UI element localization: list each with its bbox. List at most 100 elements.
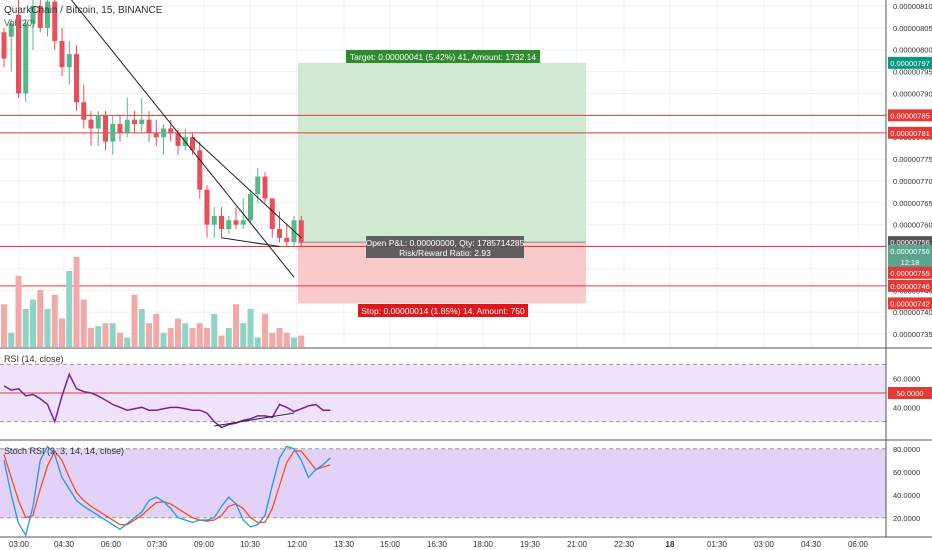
price-badge-text: 12:18 <box>901 258 920 267</box>
time-tick-label: 15:00 <box>380 540 401 549</box>
candle-body <box>88 119 94 129</box>
volume-bar <box>291 337 297 347</box>
volume-bar <box>240 323 247 347</box>
candle-body <box>298 220 304 243</box>
candle-body <box>233 220 239 225</box>
candle-body <box>52 1 58 41</box>
volume-bar <box>51 294 58 347</box>
candle-body <box>103 115 108 142</box>
volume-bar <box>138 309 145 347</box>
volume-bar <box>95 326 102 347</box>
candle-body <box>66 54 72 68</box>
candle-body <box>146 119 152 133</box>
candle-body <box>95 115 101 129</box>
volume-bar <box>211 313 218 347</box>
candle-body <box>255 176 261 195</box>
candle-body <box>226 220 232 230</box>
profit-zone <box>298 62 586 243</box>
price-badge <box>888 297 932 310</box>
rsi-tick-label: 60.0000 <box>893 375 920 384</box>
candle-body <box>74 54 79 103</box>
long-position-tool[interactable] <box>298 62 586 304</box>
price-badge-text: 0.00000742 <box>890 299 930 308</box>
price-badge-text: 0.00000785 <box>890 111 930 120</box>
volume-bar <box>15 275 22 347</box>
price-badge <box>888 56 932 69</box>
time-tick-label: 06:00 <box>101 540 122 549</box>
rsi-trendline <box>214 412 295 427</box>
volume-bar <box>37 290 44 347</box>
rsi-badge-text: 50.0000 <box>896 389 923 398</box>
stoch-rsi-label: Stoch RSI (3, 3, 14, 14, close) <box>4 446 124 456</box>
price-tick-label: 0.00000770 <box>893 177 932 186</box>
candle-body <box>117 124 123 133</box>
candle-body <box>59 40 65 68</box>
volume-bar <box>66 271 73 347</box>
volume-bar <box>160 332 167 347</box>
candle-body <box>45 1 50 28</box>
volume-bar <box>262 313 268 347</box>
price-badge-text: 0.00000756 <box>890 247 930 256</box>
trendlines[interactable] <box>69 0 302 278</box>
candle-body <box>211 215 217 225</box>
volume-bar <box>8 332 15 347</box>
candle-body <box>8 23 14 37</box>
stoch-rsi-pane[interactable]: Stoch RSI (3, 3, 14, 14, close) <box>0 439 932 537</box>
trendline <box>192 136 302 239</box>
rsi-pane[interactable]: RSI (14, close) <box>0 347 932 429</box>
volume-bar <box>124 337 131 347</box>
candle-body <box>269 198 275 230</box>
time-tick-label: 22:30 <box>614 540 635 549</box>
candle-body <box>168 128 174 133</box>
volume-bar <box>283 332 290 347</box>
volume-bar <box>175 318 181 347</box>
volume-bar <box>153 313 160 347</box>
volume-bar <box>44 309 51 347</box>
candle-body <box>197 150 203 190</box>
candle-body <box>240 220 246 225</box>
volume-bar <box>218 335 225 347</box>
time-tick-label: 03:00 <box>9 540 30 549</box>
time-tick-label: 16:30 <box>427 540 448 549</box>
price-tick-label: 0.00000775 <box>893 155 932 164</box>
price-badge-text: 0.00000781 <box>890 129 930 138</box>
volume-bar <box>276 328 283 347</box>
volume-bar <box>30 299 36 347</box>
price-tick-label: 0.00000795 <box>893 68 932 77</box>
stoch-k-line <box>3 445 331 537</box>
volume-bar <box>117 332 123 347</box>
open-pnl-text: Open P&L: 0.00000000, Qty: 1785714285 <box>366 238 525 248</box>
volume-bar <box>254 337 261 347</box>
time-tick-label: 18 <box>666 540 675 549</box>
risk-reward-text: Risk/Reward Ratio: 2.93 <box>399 248 491 258</box>
candle-body <box>175 132 181 146</box>
candle-body <box>284 237 290 243</box>
stoch-tick-label: 60.0000 <box>893 468 920 477</box>
time-axis[interactable]: 03:00 04:30 06:00 07:30 09:00 10:30 12:00 13:30… <box>0 536 932 549</box>
stoch-band <box>0 448 886 518</box>
rsi-line <box>3 372 331 429</box>
volume-bar <box>269 332 276 347</box>
volume-bar <box>102 323 109 347</box>
price-badge-text: 0.00000755 <box>890 269 930 278</box>
price-tick-label: 0.00000800 <box>893 46 932 55</box>
volume-bar <box>298 335 305 347</box>
volume-bar <box>196 323 203 347</box>
candle-body <box>30 6 36 24</box>
symbol-title: QuarkChain / Bitcoin, 15, BINANCE <box>4 5 163 16</box>
volume-bar <box>131 294 138 347</box>
price-tick-label: 0.00000735 <box>893 330 932 339</box>
pnl-label: Open P&L: 0.00000000, Qty: 1785714285 Ri… <box>366 236 525 258</box>
price-tick-label: 0.00000740 <box>893 308 932 317</box>
candle-body <box>219 215 224 230</box>
target-label: Target: 0.00000041 (5.42%) 41, Amount: 1… <box>346 50 540 63</box>
candle-body <box>262 176 268 199</box>
trendline <box>70 0 295 278</box>
price-axis[interactable]: 0.00000810 0.00000805 0.00000800 0.00000795… <box>885 0 932 537</box>
candle-body <box>37 6 43 28</box>
price-badge-text: 0.00000756 <box>890 238 930 247</box>
candlestick-series <box>1 0 304 247</box>
candle-body <box>153 132 159 138</box>
time-tick-label: 06:00 <box>848 540 869 549</box>
